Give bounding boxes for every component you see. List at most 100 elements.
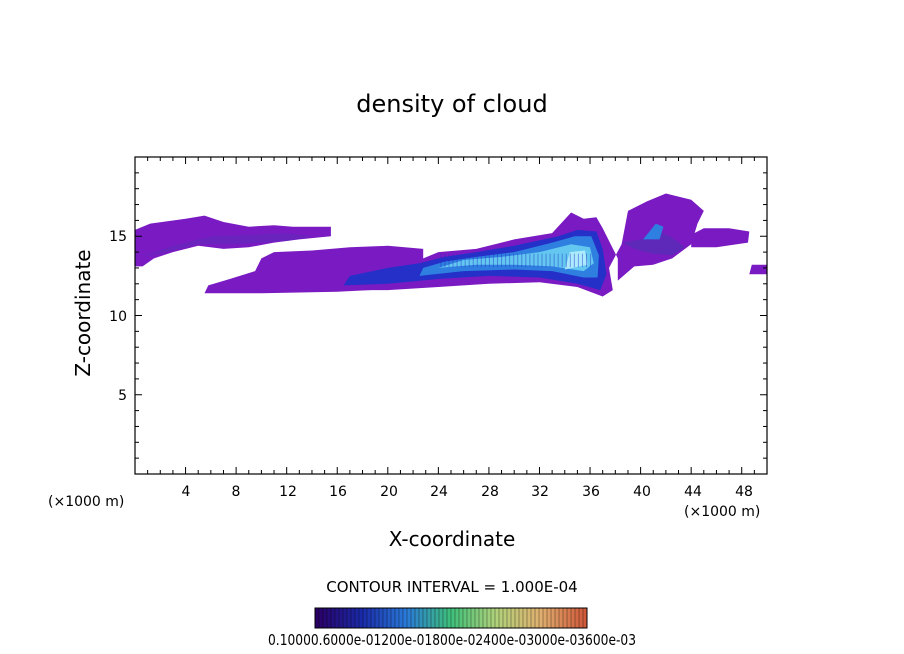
colorbar-segment xyxy=(399,608,404,628)
y-axis-label: Z-coordinate xyxy=(71,249,95,376)
colorbar-segment xyxy=(467,608,472,628)
x-tick-label: 8 xyxy=(232,484,241,500)
colorbar-segment xyxy=(391,608,396,628)
x-tick-label: 12 xyxy=(279,484,297,500)
cloud-far-right xyxy=(749,264,767,275)
colorbar-segment xyxy=(503,608,508,628)
colorbar-segment xyxy=(555,608,560,628)
colorbar-segment xyxy=(423,608,428,628)
colorbar-segment xyxy=(323,608,328,628)
colorbar-segment xyxy=(559,608,564,628)
colorbar-segment xyxy=(355,608,360,628)
colorbar-segment xyxy=(579,608,584,628)
colorbar-segment xyxy=(463,608,468,628)
colorbar-segment xyxy=(315,608,320,628)
colorbar-segment xyxy=(339,608,344,628)
colorbar-segment xyxy=(455,608,460,628)
axis-ticks xyxy=(135,157,767,474)
colorbar-segment xyxy=(551,608,556,628)
colorbar-segment xyxy=(583,608,588,628)
plot-area xyxy=(134,156,768,475)
colorbar-segment xyxy=(419,608,424,628)
colorbar-segment xyxy=(571,608,576,628)
colorbar-segment xyxy=(459,608,464,628)
colorbar-segment xyxy=(575,608,580,628)
colorbar-segment xyxy=(435,608,440,628)
colorbar-segment xyxy=(395,608,400,628)
colorbar-segment xyxy=(403,608,408,628)
y-tick-labels: 5 10 15 xyxy=(109,229,127,404)
colorbar xyxy=(314,607,588,629)
colorbar-segment xyxy=(367,608,372,628)
x-tick-labels: 4 8 12 16 20 24 28 32 36 40 44 48 xyxy=(182,484,753,500)
x-tick-label: 24 xyxy=(430,484,448,500)
colorbar-segment xyxy=(451,608,456,628)
y-tick-label: 15 xyxy=(109,229,127,245)
x-tick-label: 20 xyxy=(380,484,398,500)
colorbar-segment xyxy=(563,608,568,628)
colorbar-segment xyxy=(359,608,364,628)
colorbar-segment xyxy=(431,608,436,628)
colorbar-segment xyxy=(379,608,384,628)
colorbar-segment xyxy=(535,608,540,628)
colorbar-segment xyxy=(371,608,376,628)
colorbar-labels: 0.10000.6000e-01200e-01800e-02400e-03000… xyxy=(268,631,636,649)
colorbar-segment xyxy=(351,608,356,628)
colorbar-segment xyxy=(363,608,368,628)
x-tick-label: 32 xyxy=(531,484,549,500)
colorbar-segment xyxy=(483,608,488,628)
y-tick-label: 5 xyxy=(118,388,127,404)
x-unit-label-left: (×1000 m) xyxy=(48,494,124,510)
colorbar-segment xyxy=(491,608,496,628)
colorbar-segment xyxy=(327,608,332,628)
colorbar-segment xyxy=(539,608,544,628)
colorbar-segment xyxy=(347,608,352,628)
x-tick-label: 4 xyxy=(182,484,191,500)
contour-interval-label: CONTOUR INTERVAL = 1.000E-04 xyxy=(326,578,577,596)
colorbar-segment xyxy=(331,608,336,628)
colorbar-segment xyxy=(319,608,324,628)
colorbar-segment xyxy=(427,608,432,628)
colorbar-segment xyxy=(415,608,420,628)
colorbar-segment xyxy=(439,608,444,628)
colorbar-frame xyxy=(314,607,588,629)
y-tick-label: 10 xyxy=(109,309,127,325)
colorbar-segment xyxy=(443,608,448,628)
colorbar-segment xyxy=(407,608,412,628)
colorbar-segment xyxy=(547,608,552,628)
colorbar-segment xyxy=(567,608,572,628)
colorbar-segment xyxy=(499,608,504,628)
colorbar-segment xyxy=(383,608,388,628)
colorbar-segment xyxy=(543,608,548,628)
x-tick-label: 40 xyxy=(633,484,651,500)
x-axis-label: X-coordinate xyxy=(389,527,516,551)
colorbar-segment xyxy=(511,608,516,628)
colorbar-segment xyxy=(411,608,416,628)
colorbar-segment xyxy=(479,608,484,628)
cloud-field xyxy=(135,193,767,297)
colorbar-segment xyxy=(495,608,500,628)
colorbar-segment xyxy=(447,608,452,628)
colorbar-segment xyxy=(387,608,392,628)
colorbar-segment xyxy=(507,608,512,628)
colorbar-segment xyxy=(475,608,480,628)
x-tick-label: 44 xyxy=(684,484,702,500)
colorbar-segment xyxy=(519,608,524,628)
colorbar-segment xyxy=(375,608,380,628)
colorbar-segment xyxy=(343,608,348,628)
cloud-right-extension xyxy=(691,228,750,248)
x-unit-label-right: (×1000 m) xyxy=(684,504,760,520)
x-tick-label: 48 xyxy=(735,484,753,500)
x-tick-label: 16 xyxy=(329,484,347,500)
colorbar-segment xyxy=(471,608,476,628)
cloud-right-core xyxy=(622,231,685,256)
colorbar-segment xyxy=(487,608,492,628)
colorbar-segment xyxy=(335,608,340,628)
colorbar-segment xyxy=(523,608,528,628)
colorbar-segment xyxy=(527,608,532,628)
colorbar-segment xyxy=(531,608,536,628)
cloud-anvil-core xyxy=(438,244,594,272)
colorbar-segment xyxy=(515,608,520,628)
cloud-right-hotspot xyxy=(643,223,664,240)
